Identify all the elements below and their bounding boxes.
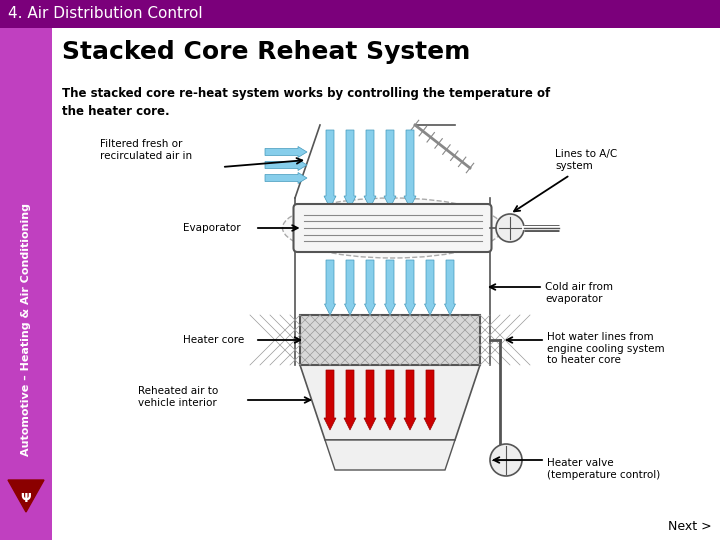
FancyArrow shape <box>344 260 356 315</box>
FancyArrow shape <box>425 260 436 315</box>
Text: Hot water lines from
engine cooling system
to heater core: Hot water lines from engine cooling syst… <box>547 332 665 365</box>
Polygon shape <box>8 480 44 512</box>
Text: Next >: Next > <box>668 520 712 533</box>
Text: Filtered fresh or
recirculated air in: Filtered fresh or recirculated air in <box>100 139 192 161</box>
Text: Cold air from
evaporator: Cold air from evaporator <box>545 282 613 303</box>
FancyArrow shape <box>384 370 396 430</box>
FancyBboxPatch shape <box>294 204 492 252</box>
FancyArrow shape <box>404 130 416 208</box>
FancyArrow shape <box>424 370 436 430</box>
Text: 4. Air Distribution Control: 4. Air Distribution Control <box>8 6 202 22</box>
Text: Stacked Core Reheat System: Stacked Core Reheat System <box>62 40 470 64</box>
FancyArrow shape <box>324 370 336 430</box>
FancyArrow shape <box>364 370 376 430</box>
FancyArrow shape <box>344 370 356 430</box>
Circle shape <box>490 444 522 476</box>
Bar <box>0 0 720 28</box>
Text: Ψ: Ψ <box>21 491 31 504</box>
FancyArrow shape <box>384 130 396 208</box>
Bar <box>0 28 52 540</box>
FancyArrow shape <box>364 130 376 208</box>
FancyArrow shape <box>444 260 456 315</box>
FancyArrow shape <box>404 370 416 430</box>
FancyArrow shape <box>324 130 336 208</box>
FancyArrow shape <box>265 159 307 171</box>
Text: The stacked core re-heat system works by controlling the temperature of
the heat: The stacked core re-heat system works by… <box>62 87 550 118</box>
Text: Automotive – Heating & Air Conditioning: Automotive – Heating & Air Conditioning <box>21 204 31 456</box>
Bar <box>300 315 480 365</box>
FancyArrow shape <box>344 130 356 208</box>
FancyArrow shape <box>265 172 307 184</box>
FancyArrow shape <box>265 146 307 158</box>
Text: Heater valve
(temperature control): Heater valve (temperature control) <box>547 458 660 480</box>
FancyArrow shape <box>364 260 376 315</box>
Circle shape <box>496 214 524 242</box>
FancyArrow shape <box>325 260 336 315</box>
Ellipse shape <box>282 198 503 258</box>
Text: Reheated air to
vehicle interior: Reheated air to vehicle interior <box>138 386 218 408</box>
Polygon shape <box>325 440 455 470</box>
Text: Lines to A/C
system: Lines to A/C system <box>555 149 617 171</box>
Text: Evaporator: Evaporator <box>183 223 240 233</box>
Polygon shape <box>300 365 480 440</box>
FancyArrow shape <box>384 260 395 315</box>
Text: Heater core: Heater core <box>183 335 244 345</box>
FancyArrow shape <box>405 260 415 315</box>
